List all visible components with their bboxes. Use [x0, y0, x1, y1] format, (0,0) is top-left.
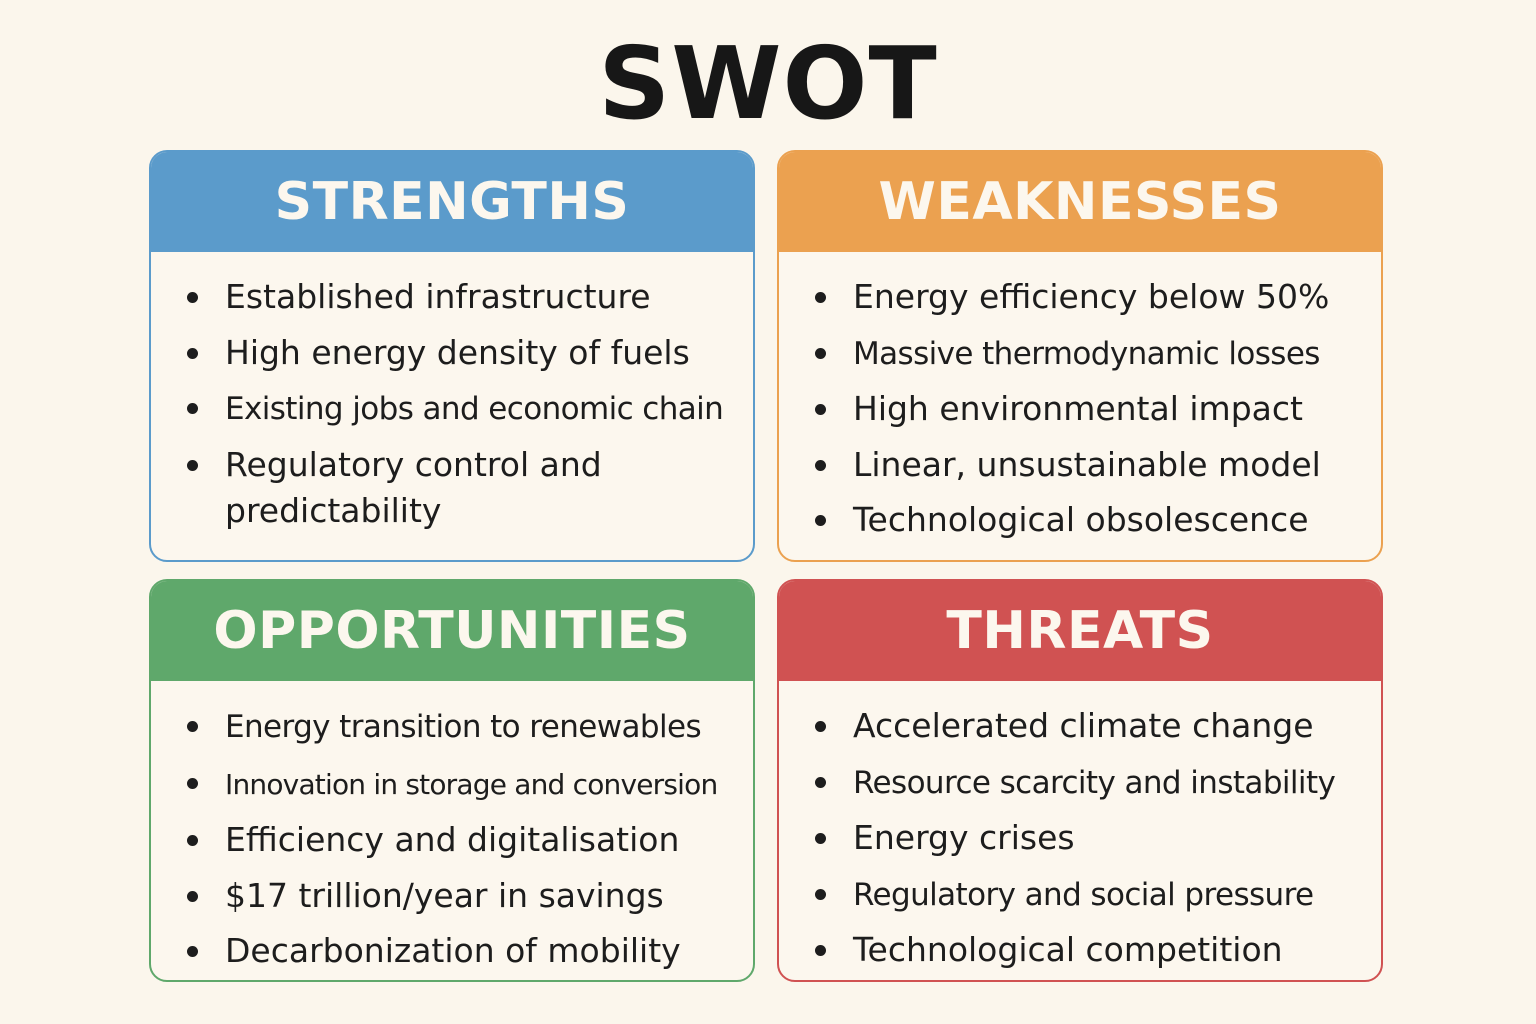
bullet-icon	[187, 890, 198, 902]
list-item: Energy transition to renewables	[187, 703, 743, 750]
list-item: High energy density of fuels	[187, 330, 743, 376]
list-item: Decarbonization of mobility	[187, 928, 743, 974]
threats-quadrant: THREATS Accelerated climate change Resou…	[777, 579, 1383, 982]
bullet-icon	[815, 888, 826, 900]
list-item: Innovation in storage and conversion	[187, 760, 743, 808]
list-item: Existing jobs and economic chain	[187, 385, 743, 432]
strengths-header: STRENGTHS	[151, 152, 753, 252]
list-item: Linear, unsustainable model	[815, 442, 1371, 488]
page-title: SWOT	[598, 25, 938, 142]
bullet-icon	[815, 776, 826, 788]
list-item: Established infrastructure	[187, 274, 743, 320]
list-item: Massive thermodynamic losses	[815, 330, 1371, 377]
opportunities-heading: OPPORTUNITIES	[213, 601, 691, 661]
bullet-icon	[815, 945, 826, 956]
strengths-heading: STRENGTHS	[274, 172, 630, 232]
threats-heading: THREATS	[946, 601, 1214, 661]
list-item: Accelerated climate change	[815, 703, 1371, 749]
bullet-icon	[187, 347, 198, 359]
opportunities-quadrant: OPPORTUNITIES Energy transition to renew…	[149, 579, 755, 982]
list-item: Regulatory and social pressure	[815, 871, 1371, 918]
list-item: High environmental impact	[815, 386, 1371, 432]
bullet-icon	[187, 403, 198, 414]
weaknesses-quadrant: WEAKNESSES Energy efficiency below 50% M…	[777, 150, 1383, 562]
bullet-icon	[187, 292, 198, 303]
list-item: Technological competition	[815, 927, 1371, 973]
bullet-icon	[815, 292, 826, 303]
bullet-icon	[187, 946, 198, 957]
weaknesses-header: WEAKNESSES	[779, 152, 1381, 252]
list-item: Energy efficiency below 50%	[815, 274, 1371, 320]
bullet-icon	[815, 721, 826, 732]
threats-list: Accelerated climate change Resource scar…	[779, 681, 1381, 973]
list-item: Resource scarcity and instability	[815, 759, 1371, 806]
list-item: Regulatory control and predictability	[187, 442, 743, 534]
weaknesses-list: Energy efficiency below 50% Massive ther…	[779, 252, 1381, 543]
strengths-list: Established infrastructure High energy d…	[151, 252, 753, 534]
strengths-quadrant: STRENGTHS Established infrastructure Hig…	[149, 150, 755, 562]
bullet-icon	[187, 835, 198, 846]
bullet-icon	[187, 459, 198, 471]
bullet-icon	[815, 459, 826, 471]
list-item: Technological obsolescence	[815, 497, 1371, 543]
list-item: $17 trillion/year in savings	[187, 873, 743, 919]
opportunities-list: Energy transition to renewables Innovati…	[151, 681, 753, 974]
bullet-icon	[187, 721, 198, 732]
list-item: Efficiency and digitalisation	[187, 817, 743, 863]
bullet-icon	[815, 515, 826, 526]
bullet-icon	[815, 833, 826, 844]
opportunities-header: OPPORTUNITIES	[151, 581, 753, 681]
bullet-icon	[815, 347, 826, 359]
bullet-icon	[187, 777, 198, 789]
weaknesses-heading: WEAKNESSES	[878, 172, 1282, 232]
threats-header: THREATS	[779, 581, 1381, 681]
bullet-icon	[815, 404, 826, 415]
list-item: Energy crises	[815, 815, 1371, 861]
